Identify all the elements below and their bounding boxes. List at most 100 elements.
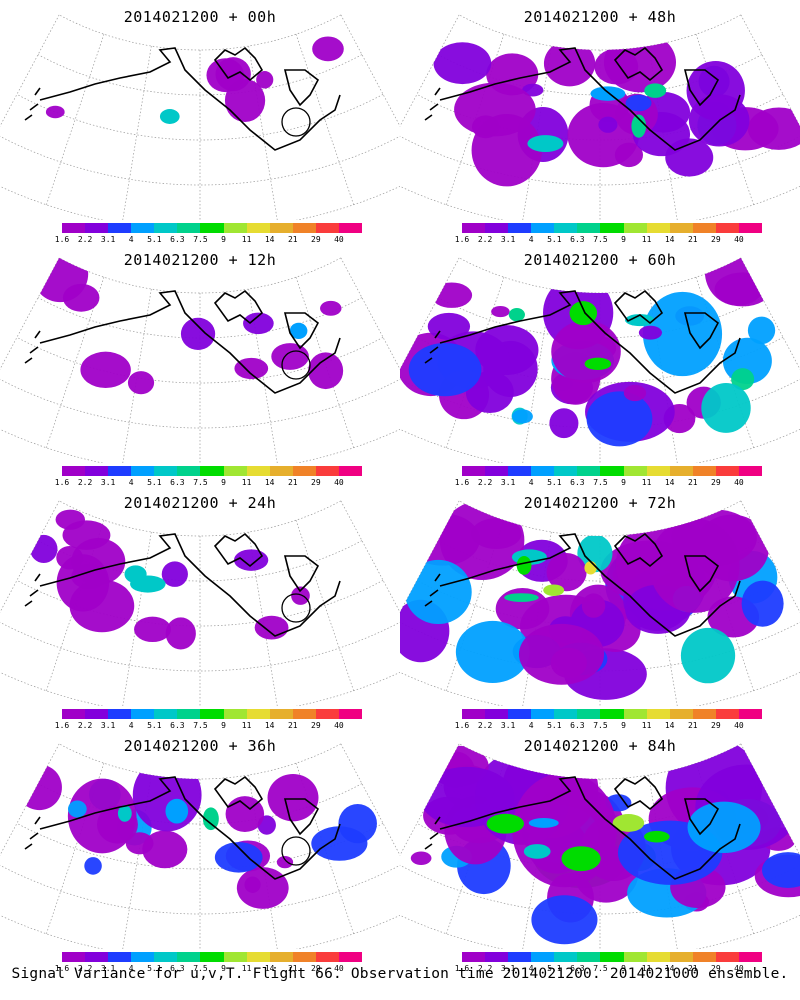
colorbar-swatch (246, 952, 270, 962)
lat-lon-grid (0, 500, 400, 706)
variance-blob (747, 316, 776, 345)
colorbar-tick-label: 21 (287, 478, 298, 487)
colorbar (62, 223, 363, 233)
colorbar-tick-label: 1.6 (454, 235, 470, 244)
colorbar-tick-label: 11 (241, 235, 252, 244)
colorbar-tick-label: 21 (287, 721, 298, 730)
colorbar-tick-label: 21 (687, 721, 698, 730)
colorbar-tick-label: 3.1 (100, 721, 116, 730)
colorbar-labels: 1.6 2.2 3.1 4 5.1 6.3 7.5 9 11 14 21 29 40 (52, 964, 372, 974)
variance-blob (338, 804, 377, 844)
variance-core (527, 135, 564, 152)
colorbar-swatch (223, 709, 247, 719)
panel-title: 2014021200 + 48h (523, 8, 677, 26)
variance-blob (62, 283, 100, 312)
colorbar-tick-label: 29 (711, 478, 721, 487)
colorbar-swatch (738, 223, 763, 233)
colorbar-swatch (600, 466, 624, 476)
colorbar-tick-label: 5.1 (547, 478, 562, 487)
colorbar-swatch (508, 223, 532, 233)
colorbar-tick-label: 2.2 (77, 964, 93, 973)
colorbar-tick-label: 9 (621, 721, 626, 730)
coastline (424, 289, 741, 394)
colorbar-tick-label: 6.3 (570, 478, 585, 487)
colorbar-tick-label: 7.5 (193, 478, 208, 487)
colorbar-swatch (715, 709, 739, 719)
colorbar-swatch (131, 466, 155, 476)
colorbar-swatch (646, 952, 670, 962)
variance-core (165, 798, 189, 824)
colorbar (462, 466, 763, 476)
colorbar-swatch (715, 223, 739, 233)
variance-blob (455, 620, 530, 683)
colorbar-tick-label: 4 (528, 721, 534, 730)
colorbar-tick-label: 7.5 (193, 235, 208, 244)
colorbar-tick-label: 7.5 (193, 721, 208, 730)
variance-blob (16, 764, 62, 811)
colorbar-tick-label: 14 (664, 235, 675, 244)
coastline (24, 289, 341, 394)
colorbar (462, 952, 763, 962)
polar-map (0, 500, 400, 706)
colorbar-tick-label: 9 (221, 235, 226, 244)
variance-blob (69, 579, 135, 633)
colorbar-swatch (315, 952, 339, 962)
colorbar-swatch (669, 466, 693, 476)
colorbar-labels: 1.6 2.2 3.1 4 5.1 6.3 7.5 9 11 14 21 29 40 (452, 721, 772, 731)
variance-core (523, 844, 551, 859)
colorbar-swatch (738, 466, 763, 476)
variance-blob (431, 282, 473, 308)
colorbar-tick-label: 2.2 (477, 964, 493, 973)
variance-blob (271, 343, 309, 370)
colorbar-swatch (531, 223, 555, 233)
colorbar-swatch (200, 709, 224, 719)
colorbar-swatch (154, 223, 178, 233)
colorbar-swatch (485, 223, 509, 233)
colorbar-swatch (246, 223, 270, 233)
colorbar (62, 466, 363, 476)
flight-marker (281, 350, 311, 380)
colorbar-tick-label: 2.2 (477, 478, 493, 487)
colorbar-tick-label: 2.2 (77, 478, 93, 487)
colorbar-swatch (269, 709, 293, 719)
variance-blob (256, 71, 274, 89)
variance-field (400, 500, 784, 700)
colorbar-labels: 1.6 2.2 3.1 4 5.1 6.3 7.5 9 11 14 21 29 40 (52, 721, 372, 731)
map-panel: 2014021200 + 00h 1.6 2.2 3.1 4 5.1 6.3 7.5 9 11 14… (0, 0, 400, 250)
variance-blob (67, 800, 87, 818)
colorbar-swatch (177, 952, 201, 962)
colorbar-tick-label: 4 (128, 478, 134, 487)
colorbar-tick-label: 2.2 (477, 235, 493, 244)
colorbar-tick-label: 3.1 (500, 235, 516, 244)
colorbar-swatch (692, 223, 716, 233)
colorbar-tick-label: 14 (264, 235, 275, 244)
colorbar-swatch (200, 223, 224, 233)
colorbar-swatch (292, 952, 316, 962)
colorbar-tick-label: 40 (334, 964, 344, 973)
variance-blob (405, 513, 480, 566)
colorbar-swatch (62, 466, 86, 476)
colorbar-tick-label: 9 (221, 478, 226, 487)
coastline (24, 532, 341, 637)
variance-blob (687, 801, 761, 853)
colorbar-swatch (600, 709, 624, 719)
colorbar-labels: 1.6 2.2 3.1 4 5.1 6.3 7.5 9 11 14 21 29 40 (52, 478, 372, 488)
variance-core (644, 830, 670, 843)
colorbar-swatch (623, 709, 647, 719)
variance-blob (586, 391, 653, 447)
colorbar-swatch (177, 466, 201, 476)
variance-core (528, 818, 559, 828)
colorbar-tick-label: 11 (241, 964, 252, 973)
colorbar-tick-label: 3.1 (500, 964, 516, 973)
colorbar-tick-label: 40 (734, 964, 744, 973)
colorbar-swatch (108, 952, 132, 962)
variance-blob (512, 409, 533, 424)
colorbar-tick-label: 40 (734, 235, 744, 244)
variance-field (32, 257, 344, 395)
colorbar-swatch (646, 466, 670, 476)
colorbar-tick-label: 7.5 (593, 235, 608, 244)
variance-blob (404, 559, 472, 625)
colorbar-swatch (554, 709, 578, 719)
colorbar-swatch (315, 223, 339, 233)
variance-blob (142, 830, 188, 869)
